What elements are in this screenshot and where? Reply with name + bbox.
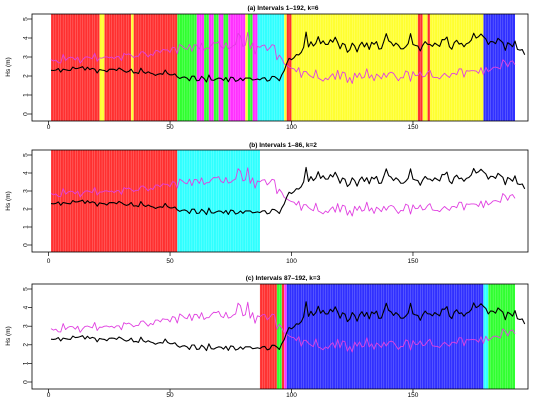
panel-a-segment-yellow bbox=[131, 14, 134, 121]
panel-a-segment-yellow bbox=[422, 14, 428, 121]
panel-c-segment-green bbox=[276, 284, 282, 389]
panel-a-segment-green bbox=[177, 14, 197, 121]
panel-a-series-black bbox=[50, 31, 526, 83]
panel-a-segment-red bbox=[417, 14, 423, 121]
panel-a-segment-green bbox=[204, 14, 209, 121]
panel-b-segment-cyan bbox=[177, 150, 260, 252]
panel-a-segment-magenta bbox=[252, 14, 258, 121]
panel-a-segment-magenta bbox=[196, 14, 205, 121]
panel-c-x-tick-label: 50 bbox=[166, 392, 174, 399]
panel-b-x-tick-label: 150 bbox=[408, 258, 419, 265]
panel-a-title: (a) Intervals 1–192, k=6 bbox=[247, 5, 318, 12]
panel-b-y-tick-label: 3 bbox=[22, 189, 29, 193]
panel-b-ylabel: Hs (m) bbox=[5, 191, 12, 211]
panel-a-x-tick-label: 100 bbox=[286, 124, 297, 131]
panel-b-y-tick-label: 2 bbox=[22, 207, 29, 211]
panel-c-series-magenta bbox=[50, 301, 516, 353]
panel-c-y-tick-label: 5 bbox=[22, 287, 29, 291]
panel-a-x-tick-label: 0 bbox=[47, 124, 51, 131]
panel-b-x-tick-label: 100 bbox=[286, 258, 297, 265]
panel-a-segment-red bbox=[104, 14, 132, 121]
panel-c-segment-green bbox=[488, 284, 515, 389]
panel-b-series-black bbox=[50, 166, 526, 216]
panel-a-x-tick-label: 150 bbox=[408, 124, 419, 131]
panel-a-segment-red bbox=[427, 14, 430, 121]
panel-c-x-tick-label: 100 bbox=[286, 392, 297, 399]
panel-b-y-tick-label: 1 bbox=[22, 225, 29, 229]
panel-c-series-black bbox=[50, 301, 526, 352]
panel-a-y-tick-label: 0 bbox=[22, 112, 29, 116]
panel-a-y-tick-label: 4 bbox=[22, 36, 29, 40]
panel-a-segment-yellow bbox=[291, 14, 418, 121]
panel-a-segment-red bbox=[133, 14, 178, 121]
panel-a-y-tick-label: 2 bbox=[22, 74, 29, 78]
panel-c-segment-red bbox=[281, 284, 285, 389]
panel-b-x-tick-label: 0 bbox=[47, 258, 51, 265]
panel-c-y-tick-label: 4 bbox=[22, 305, 29, 309]
panel-c-x-tick-label: 0 bbox=[47, 392, 51, 399]
panel-c-y-tick-label: 0 bbox=[22, 380, 29, 384]
panel-b-y-tick-label: 4 bbox=[22, 171, 29, 175]
panel-a-segment-magenta bbox=[218, 14, 224, 121]
panel-c-y-tick-label: 2 bbox=[22, 343, 29, 347]
panel-a-segment-magenta bbox=[228, 14, 246, 121]
panel-c-segment-red bbox=[259, 284, 277, 389]
panel-c-title: (c) Intervals 87–192, k=3 bbox=[246, 275, 321, 282]
panel-b-x-tick-label: 50 bbox=[166, 258, 174, 265]
panel-a-segment-magenta bbox=[208, 14, 214, 121]
panel-a-y-tick-label: 3 bbox=[22, 55, 29, 59]
panel-b-frame bbox=[31, 149, 529, 253]
panel-a-segment-green bbox=[247, 14, 253, 121]
panel-a-segment-green bbox=[223, 14, 229, 121]
panel-a-segment-green bbox=[213, 14, 219, 121]
panel-a-segment-blue bbox=[483, 14, 515, 121]
panel-a-segment-red bbox=[51, 14, 100, 121]
panel-a-frame bbox=[31, 13, 529, 122]
panel-a-segment-yellow bbox=[99, 14, 105, 121]
panel-c-x-tick-label: 150 bbox=[408, 392, 419, 399]
panel-a-segment-red bbox=[286, 14, 292, 121]
panel-c-y-tick-label: 1 bbox=[22, 361, 29, 365]
panel-b-y-tick-label: 5 bbox=[22, 153, 29, 157]
panel-b-y-tick-label: 0 bbox=[22, 243, 29, 247]
panel-c-y-tick-label: 3 bbox=[22, 324, 29, 328]
panel-a-segment-yellow bbox=[245, 14, 248, 121]
panel-a-y-tick-label: 1 bbox=[22, 93, 29, 97]
panel-b-title: (b) Intervals 1–86, k=2 bbox=[249, 142, 317, 149]
panel-b-series-magenta bbox=[50, 167, 516, 217]
panel-a-segment-yellow bbox=[429, 14, 484, 121]
panel-c-frame bbox=[31, 283, 529, 390]
panel-c-ylabel: Hs (m) bbox=[5, 326, 12, 346]
panel-a-series-magenta bbox=[50, 32, 516, 84]
panel-a-ylabel: Hs (m) bbox=[5, 57, 12, 77]
panel-a-y-tick-label: 5 bbox=[22, 17, 29, 21]
panel-a-segment-cyan bbox=[257, 14, 285, 121]
panel-a-x-tick-label: 50 bbox=[166, 124, 174, 131]
panel-c-segment-blue bbox=[286, 284, 484, 389]
